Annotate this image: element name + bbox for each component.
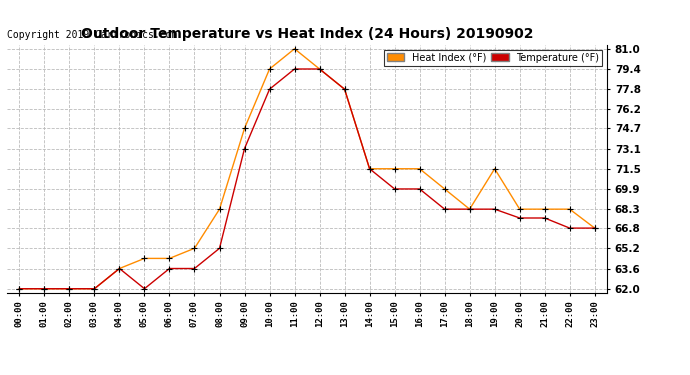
- Legend: Heat Index (°F), Temperature (°F): Heat Index (°F), Temperature (°F): [384, 50, 602, 66]
- Title: Outdoor Temperature vs Heat Index (24 Hours) 20190902: Outdoor Temperature vs Heat Index (24 Ho…: [81, 27, 533, 41]
- Text: Copyright 2019 Cartronics.com: Copyright 2019 Cartronics.com: [7, 30, 177, 39]
